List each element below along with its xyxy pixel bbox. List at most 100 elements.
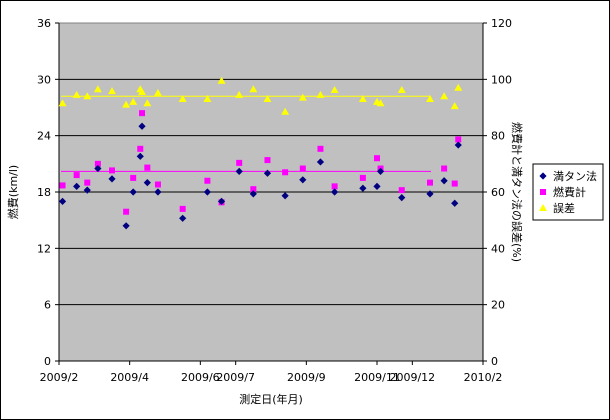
y-left-tick-label: 0 — [44, 355, 51, 368]
data-point-triangle — [426, 95, 434, 103]
data-point-triangle — [129, 97, 138, 105]
data-point-square — [331, 183, 338, 190]
legend-marker-square — [540, 189, 546, 195]
data-point-diamond — [217, 197, 226, 205]
legend-marker-triangle — [539, 204, 547, 211]
data-point-square — [250, 186, 257, 193]
data-point-diamond — [154, 188, 162, 196]
x-tick-label: 2009/6 — [181, 371, 220, 384]
y-right-tick-label: 20 — [491, 299, 505, 312]
data-point-diamond — [426, 190, 434, 198]
data-point-diamond — [249, 190, 257, 198]
data-point-diamond — [143, 179, 151, 187]
data-point-triangle — [93, 85, 102, 93]
data-point-square — [130, 174, 137, 181]
y-left-tick-label: 36 — [37, 17, 51, 30]
y-left-tick-label: 6 — [44, 299, 51, 312]
data-point-square — [94, 160, 101, 167]
data-point-diamond — [203, 188, 211, 196]
y-right-tick-label: 100 — [491, 73, 512, 86]
data-point-diamond — [83, 186, 91, 194]
data-point-diamond — [451, 199, 459, 207]
data-point-diamond — [179, 214, 187, 222]
data-point-diamond — [376, 167, 385, 175]
data-point-triangle — [178, 95, 187, 103]
data-point-triangle — [153, 88, 162, 96]
data-point-diamond — [398, 194, 406, 202]
data-point-square — [73, 172, 80, 179]
y-left-tick-label: 12 — [37, 242, 51, 255]
data-point-square — [299, 165, 306, 172]
data-point-triangle — [358, 95, 367, 103]
data-point-diamond — [122, 222, 130, 230]
legend-marker-diamond — [539, 172, 547, 180]
x-tick-label: 2009/2 — [40, 371, 79, 384]
data-point-square — [282, 169, 289, 176]
data-point-triangle — [281, 107, 290, 115]
data-point-square — [374, 155, 380, 162]
data-point-square — [455, 136, 462, 143]
data-point-triangle — [298, 93, 307, 101]
data-point-square — [59, 182, 66, 189]
x-tick-label: 2010/2 — [464, 371, 503, 384]
data-point-triangle — [108, 87, 116, 95]
data-point-diamond — [235, 167, 243, 175]
data-point-diamond — [281, 192, 289, 200]
data-point-triangle — [440, 92, 449, 100]
data-point-square — [359, 174, 366, 181]
data-point-square — [179, 205, 186, 212]
data-point-square — [109, 167, 115, 174]
data-point-triangle — [72, 90, 81, 98]
data-point-diamond — [359, 184, 367, 192]
data-point-diamond — [373, 182, 381, 190]
data-point-triangle — [249, 85, 258, 93]
data-point-square — [398, 187, 405, 194]
data-point-square — [137, 145, 144, 152]
data-point-triangle — [454, 83, 463, 91]
data-point-square — [204, 177, 211, 184]
x-tick-label: 2009/9 — [287, 371, 326, 384]
data-point-square — [154, 181, 161, 188]
data-point-triangle — [203, 95, 212, 103]
data-point-square — [236, 159, 243, 166]
data-point-diamond — [299, 176, 307, 184]
x-tick-label: 2009/7 — [216, 371, 255, 384]
data-point-diamond — [316, 158, 325, 166]
data-point-triangle — [122, 100, 131, 108]
data-point-square — [139, 110, 146, 117]
x-tick-label: 2009/4 — [110, 371, 149, 384]
data-point-triangle — [330, 86, 339, 94]
data-point-triangle — [83, 92, 92, 100]
data-point-diamond — [129, 188, 137, 196]
data-point-square — [427, 179, 433, 186]
data-point-square — [441, 165, 448, 172]
data-point-diamond — [73, 182, 81, 190]
data-point-triangle — [138, 88, 147, 96]
y-right-axis-title: 燃費計と満タン法の誤差(%) — [510, 122, 524, 262]
data-point-triangle — [58, 99, 67, 107]
y-right-tick-label: 40 — [491, 242, 505, 255]
data-point-square — [123, 208, 130, 215]
data-point-triangle — [376, 99, 385, 107]
y-right-tick-label: 80 — [491, 130, 505, 143]
data-point-diamond — [454, 141, 462, 149]
data-point-diamond — [440, 177, 448, 185]
data-point-square — [451, 180, 458, 187]
legend-label: 燃費計 — [553, 185, 586, 199]
data-point-diamond — [108, 175, 116, 183]
x-axis-title: 測定日(年月) — [239, 392, 303, 406]
data-point-triangle — [316, 90, 325, 98]
data-point-triangle — [217, 76, 226, 84]
data-point-diamond — [138, 122, 146, 130]
data-point-diamond — [263, 169, 272, 177]
x-tick-label: 2009/12 — [389, 371, 435, 384]
y-right-tick-label: 120 — [491, 17, 512, 30]
data-point-diamond — [136, 152, 144, 160]
legend-label: 誤差 — [553, 201, 575, 215]
y-left-axis-title: 燃費(km/l) — [6, 165, 20, 219]
data-point-square — [144, 164, 151, 171]
data-point-square — [264, 157, 271, 164]
data-point-diamond — [94, 164, 102, 173]
